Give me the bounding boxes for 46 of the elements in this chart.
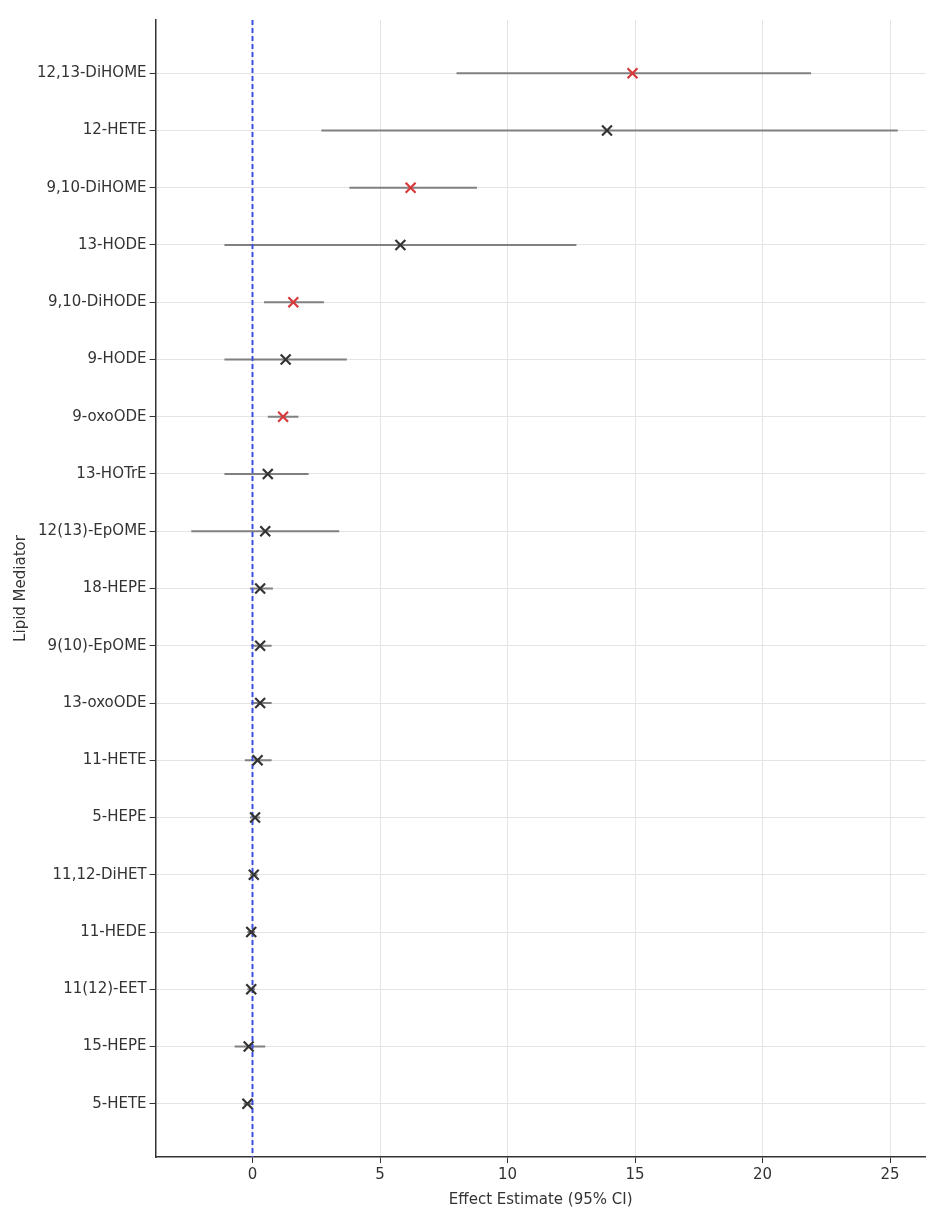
point: [241, 1097, 254, 1110]
point: [245, 983, 258, 996]
y-tick-label: 11,12-DiHET: [52, 864, 148, 883]
y-tick-label: 12,13-DiHOME: [37, 63, 147, 82]
y-tick-label: 11-HETE: [82, 750, 147, 769]
point: [254, 582, 267, 595]
point: [261, 467, 274, 481]
y-tick-label: 13-oxoODE: [62, 692, 147, 711]
point: [254, 639, 267, 652]
point: [254, 696, 267, 710]
y-tick-label: 18-HEPE: [82, 578, 147, 597]
point: [600, 124, 614, 137]
y-tick-label: 13-HOTrE: [76, 463, 147, 482]
point: [626, 67, 639, 80]
point: [279, 353, 292, 366]
point: [277, 410, 290, 423]
y-tick-label: 13-HODE: [77, 234, 147, 253]
point: [394, 238, 407, 252]
x-axis-title: Effect Estimate (95% CI): [448, 1189, 633, 1208]
x-tick-label: 15: [625, 1164, 645, 1183]
point: [247, 868, 260, 881]
y-tick-label: 5-HEPE: [92, 807, 147, 826]
y-axis-title: Lipid Mediator: [10, 534, 29, 642]
y-tick-label: 9-HODE: [87, 349, 147, 368]
point: [245, 925, 258, 939]
x-tick-label: 20: [753, 1164, 773, 1183]
y-tick-label: 11-HEDE: [80, 921, 147, 940]
point: [248, 811, 262, 824]
point: [259, 525, 272, 538]
y-tick-label: 11(12)-EET: [63, 979, 148, 998]
point: [287, 296, 300, 309]
point: [404, 181, 417, 194]
y-tick-label: 12(13)-EpOME: [38, 521, 147, 540]
point: [242, 1040, 255, 1053]
y-tick-label: 5-HETE: [92, 1093, 147, 1112]
y-tick-label: 9,10-DiHOME: [46, 177, 147, 196]
y-tick-label: 15-HEPE: [82, 1036, 147, 1055]
x-tick-label: 0: [247, 1164, 258, 1183]
x-tick-label: 5: [375, 1164, 385, 1183]
y-tick-label: 9,10-DiHODE: [47, 292, 147, 311]
point: [251, 754, 264, 767]
x-tick-label: 10: [497, 1164, 518, 1183]
x-tick-label: 25: [880, 1164, 900, 1183]
y-tick-label: 9-oxoODE: [72, 406, 147, 425]
y-tick-label: 9(10)-EpOME: [47, 635, 147, 654]
y-tick-label: 12-HETE: [82, 120, 147, 139]
